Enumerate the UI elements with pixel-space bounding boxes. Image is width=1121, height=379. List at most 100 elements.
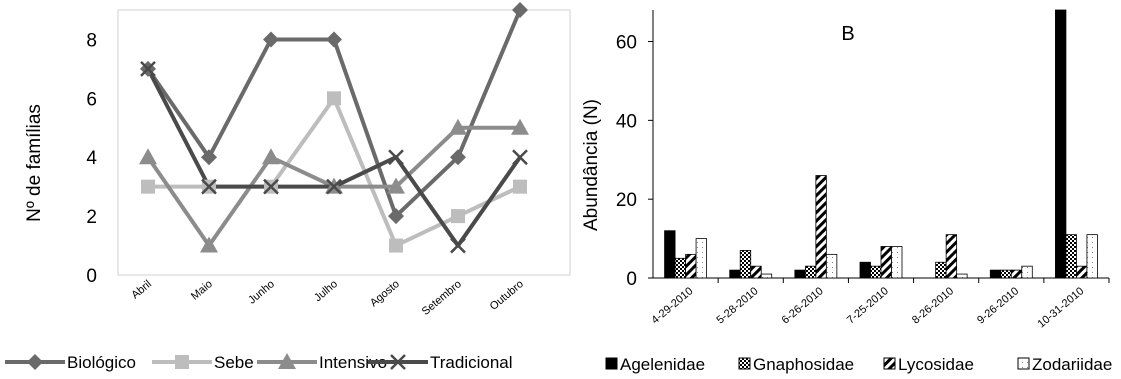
y-tick-label: 4 [86, 148, 97, 169]
bar [815, 175, 827, 279]
x-tick-label: Julho [312, 278, 340, 304]
legend-marker [278, 353, 296, 369]
bar [891, 246, 903, 279]
data-point [450, 149, 466, 166]
bar [825, 253, 838, 279]
legend-marker [390, 354, 406, 370]
bar [1086, 234, 1098, 279]
bar [750, 265, 762, 279]
bar [664, 230, 676, 279]
bar [1010, 269, 1023, 279]
bar [804, 265, 817, 279]
x-tick-label: 6-26-2010 [780, 285, 826, 326]
x-tick-label: 10-31-2010 [1036, 285, 1087, 330]
data-point [512, 149, 528, 166]
data-point [326, 31, 342, 48]
series-line [148, 96, 521, 248]
legend-label: Biológico [67, 353, 136, 372]
data-point [140, 61, 156, 77]
plot-area-frame [117, 9, 571, 276]
legend-label: Sebe [214, 353, 254, 372]
y-tick-label: 0 [86, 266, 97, 287]
data-point [326, 178, 342, 195]
x-tick-label: Maio [189, 278, 215, 303]
bar-chart-panel: 0 20 40 60 4-29-2010 5-28-2010 6-26-2010 7-25-… [581, 9, 1112, 374]
data-point [389, 238, 403, 253]
bar [859, 261, 871, 279]
data-point [388, 149, 404, 166]
data-point [327, 91, 341, 106]
line-chart-panel: 0 2 4 6 8 Abril Maio Junho Julho Agosto Setembro O… [5, 2, 571, 372]
data-point [388, 208, 404, 225]
x-tick-label: 7-25-2010 [845, 285, 891, 326]
y-tick-label: 60 [616, 33, 637, 54]
x-tick-label: Junho [246, 278, 277, 306]
bar [989, 269, 1002, 279]
bar [739, 250, 752, 279]
legend: Agelenidae Gnaphosidae Lycosidae Zodariidae [605, 355, 1112, 374]
bar [1055, 9, 1067, 279]
legend-label: Intensivo [319, 353, 387, 372]
data-point [451, 209, 465, 224]
x-tick-label: 9-26-2010 [975, 285, 1021, 326]
legend-marker [175, 355, 189, 369]
legend-swatch [738, 357, 751, 370]
data-point [387, 177, 405, 194]
bar [1021, 265, 1033, 279]
bar [1076, 265, 1088, 279]
data-point [139, 148, 157, 165]
x-tick-label: 4-29-2010 [649, 285, 695, 326]
data-point [262, 148, 280, 165]
data-point [512, 2, 528, 18]
bar [1065, 234, 1077, 279]
bar [760, 273, 773, 279]
x-tick-label: Agosto [368, 278, 402, 309]
legend-label: Agelenidae [620, 355, 705, 374]
x-tick-label: Setembro [420, 278, 464, 318]
legend-swatch [1017, 357, 1030, 370]
data-point [263, 178, 279, 195]
data-point [511, 118, 529, 135]
bar [1000, 269, 1012, 279]
legend-swatch [605, 357, 618, 370]
y-tick-label: 2 [86, 207, 97, 228]
legend-marker [27, 354, 43, 370]
legend-swatch [883, 357, 896, 370]
bar [870, 265, 882, 279]
bar [674, 257, 686, 279]
legend-label: Gnaphosidae [753, 355, 854, 374]
data-point [450, 237, 466, 254]
legend-label: Zodariidae [1032, 355, 1112, 374]
data-point [513, 179, 527, 194]
y-tick-label: 40 [616, 111, 637, 132]
y-tick-label: 0 [626, 269, 637, 290]
data-point [201, 149, 217, 166]
bar [935, 261, 947, 279]
x-tick-label: Abril [129, 278, 154, 301]
bar [956, 273, 968, 279]
panel-label: B [841, 23, 854, 45]
bar [685, 253, 697, 279]
y-tick-label: 6 [86, 89, 97, 110]
x-tick-label: Outubro [488, 278, 526, 313]
data-point [449, 118, 467, 135]
bar [794, 269, 806, 279]
legend-label: Lycosidae [898, 355, 974, 374]
y-tick-label: 8 [86, 30, 97, 51]
y-tick-label: 20 [616, 190, 637, 211]
data-point [200, 236, 218, 253]
data-point [263, 31, 279, 48]
bar [729, 269, 741, 279]
y-axis-title: Abundância (N) [581, 99, 602, 231]
legend: Biológico Sebe Intensivo Tradicional [5, 353, 513, 372]
bar [945, 234, 958, 279]
legend-label: Tradicional [430, 353, 513, 372]
bar [880, 246, 892, 279]
data-point [141, 179, 155, 194]
x-tick-label: 8-26-2010 [910, 285, 956, 326]
data-point [201, 178, 217, 195]
x-tick-label: 5-28-2010 [715, 285, 761, 326]
y-axis-title: Nº de famílias [24, 104, 45, 222]
bar [695, 238, 707, 279]
